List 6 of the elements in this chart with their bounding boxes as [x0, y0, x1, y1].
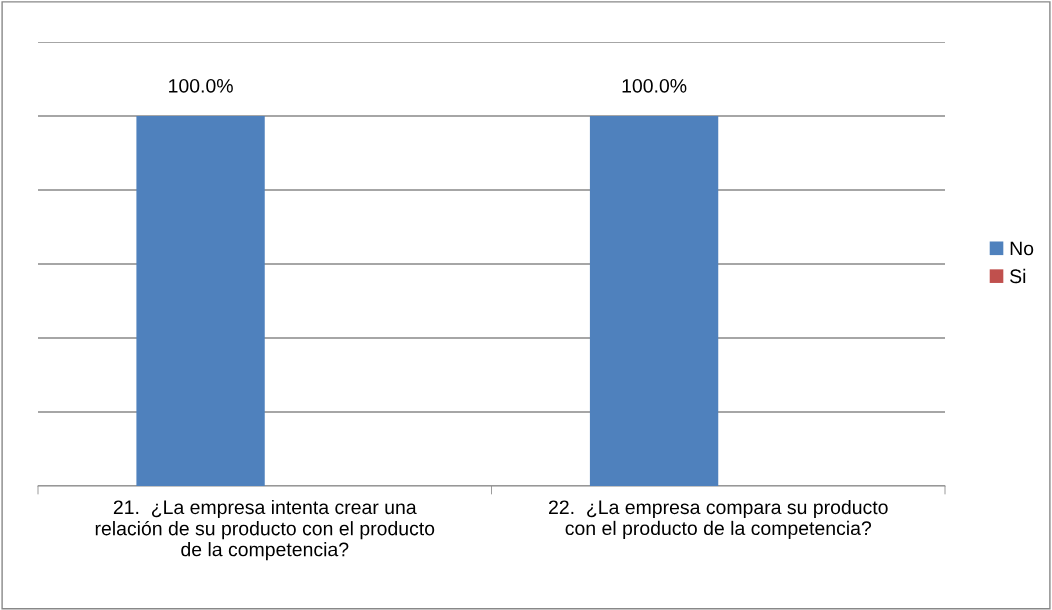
x-tick-label: 22. ¿La empresa compara su producto con el producto de la competencia? — [549, 499, 888, 539]
legend-label: No — [1010, 241, 1034, 256]
legend-label: Si — [1010, 268, 1026, 284]
data-label: 100.0% — [169, 78, 233, 93]
x-tick-label: 21. ¿La empresa intenta crear una relación de su producto con el producto de la competencia? — [95, 499, 435, 561]
data-label: 100.0% — [622, 78, 687, 93]
